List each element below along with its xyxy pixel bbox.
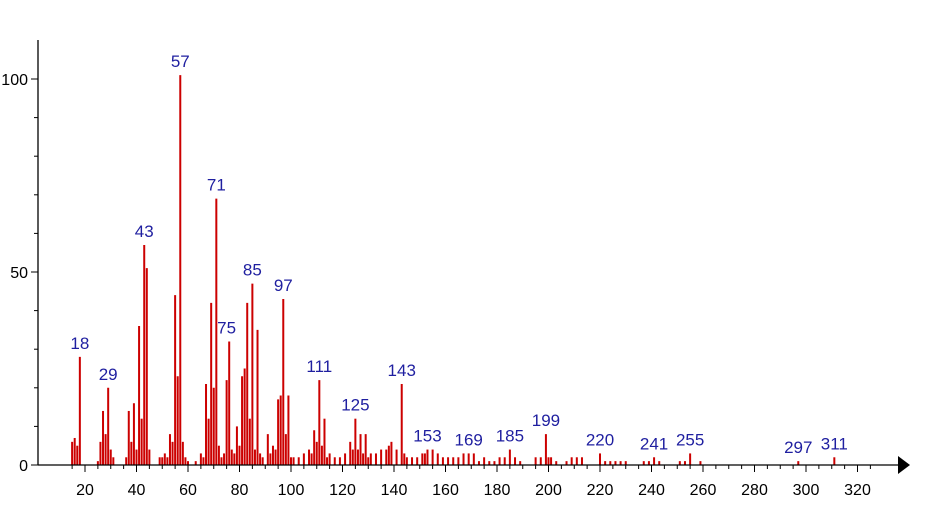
peak-label-220: 220 [586,430,614,449]
peak-label-43: 43 [135,222,154,241]
peak-label-311: 311 [821,434,848,453]
x-tick-label-100: 100 [278,482,305,499]
peak-label-125: 125 [341,396,369,415]
x-tick-label-300: 300 [793,482,820,499]
peak-label-75: 75 [217,318,236,337]
peak-label-199: 199 [532,411,560,430]
x-tick-label-220: 220 [587,482,614,499]
x-tick-label-320: 320 [844,482,871,499]
y-tick-label-0: 0 [19,458,28,475]
x-tick-label-260: 260 [690,482,717,499]
peak-label-57: 57 [171,52,190,71]
x-tick-label-280: 280 [741,482,768,499]
y-tick-label-50: 50 [10,265,28,282]
x-tick-label-80: 80 [231,482,249,499]
peak-annotations: 18 29 43 57 71 75 85 97 111 125 143 153 169 185 199 220… [70,52,847,457]
peak-label-29: 29 [99,365,118,384]
peak-label-143: 143 [388,361,416,380]
peak-label-297: 297 [784,438,812,457]
peak-label-97: 97 [274,276,293,295]
axes: 20 40 60 80 100 120 140 160 180 200 220 240 260 280 30… [1,40,910,499]
x-axis-arrow-icon [898,456,910,474]
x-tick-label-240: 240 [638,482,665,499]
peak-label-18: 18 [70,334,89,353]
peaks-layer [71,75,836,465]
x-tick-label-60: 60 [179,482,197,499]
peak-label-185: 185 [496,427,524,446]
peak-label-255: 255 [676,430,704,449]
x-tick-label-200: 200 [535,482,562,499]
x-tick-label-180: 180 [484,482,511,499]
peak-label-111: 111 [306,357,332,376]
peak-label-169: 169 [454,430,482,449]
peak-label-85: 85 [243,261,262,280]
x-tick-label-160: 160 [432,482,459,499]
peak-label-71: 71 [207,176,226,195]
x-tick-label-20: 20 [76,482,94,499]
peak-label-241: 241 [640,434,668,453]
x-tick-label-140: 140 [381,482,408,499]
peak-label-153: 153 [413,427,441,446]
x-tick-label-40: 40 [128,482,146,499]
x-tick-label-120: 120 [329,482,356,499]
y-tick-label-100: 100 [1,72,28,89]
